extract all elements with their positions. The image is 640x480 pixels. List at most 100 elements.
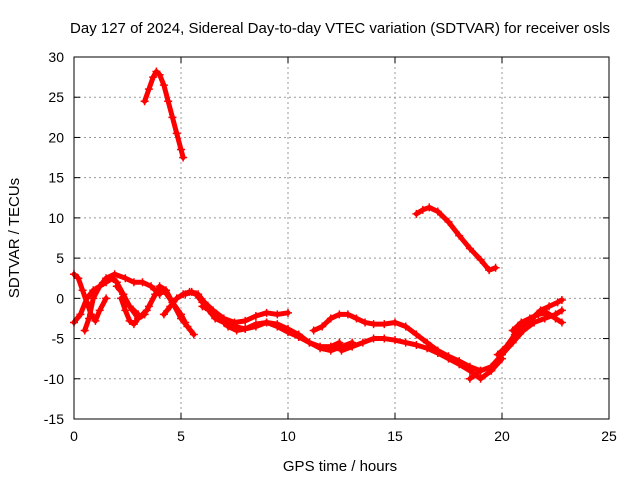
data-point bbox=[444, 354, 453, 363]
data-point bbox=[433, 207, 442, 216]
data-point bbox=[251, 320, 260, 329]
data-point bbox=[553, 298, 562, 307]
y-tick-label: 0 bbox=[56, 290, 64, 306]
data-point bbox=[557, 295, 566, 304]
data-point bbox=[232, 326, 241, 335]
data-point bbox=[502, 342, 511, 351]
data-point bbox=[273, 310, 282, 319]
data-point bbox=[391, 336, 399, 345]
data-point bbox=[138, 278, 147, 287]
data-point bbox=[121, 274, 130, 283]
data-point bbox=[425, 203, 434, 212]
data-point bbox=[284, 328, 292, 337]
data-point bbox=[215, 314, 224, 323]
data-point bbox=[177, 145, 185, 154]
data-point bbox=[149, 73, 158, 82]
data-point bbox=[89, 294, 98, 303]
y-tick-label: -15 bbox=[44, 411, 64, 427]
data-point bbox=[102, 274, 111, 283]
data-point bbox=[380, 320, 389, 329]
data-point bbox=[140, 310, 149, 319]
data-point bbox=[476, 374, 485, 383]
data-point bbox=[119, 290, 128, 299]
data-point bbox=[401, 338, 410, 347]
data-point bbox=[444, 217, 453, 226]
y-tick-label: 5 bbox=[56, 250, 64, 266]
data-point bbox=[361, 318, 370, 327]
y-tick-label: 10 bbox=[48, 210, 64, 226]
x-tick-label: 15 bbox=[387, 428, 403, 444]
data-point bbox=[230, 318, 239, 327]
data-point bbox=[358, 338, 367, 347]
axes: 0 5 10 15 20 25 -15 -10 -5 0 5 10 15 20 25 30 bbox=[44, 49, 617, 444]
y-tick-label: 15 bbox=[48, 170, 64, 186]
data-point bbox=[476, 366, 485, 375]
series-arc-high-1 bbox=[140, 67, 188, 162]
data-point bbox=[262, 308, 271, 317]
data-point bbox=[91, 316, 100, 325]
x-tick-label: 5 bbox=[177, 428, 185, 444]
data-point bbox=[251, 312, 260, 321]
data-point bbox=[491, 263, 500, 272]
data-point bbox=[348, 342, 357, 351]
data-point bbox=[179, 153, 188, 162]
data-point bbox=[369, 334, 378, 343]
data-point bbox=[110, 270, 119, 279]
data-point bbox=[129, 278, 138, 287]
data-point bbox=[465, 366, 474, 375]
data-point bbox=[155, 282, 164, 291]
y-tick-label: 30 bbox=[48, 49, 64, 65]
data-point bbox=[172, 294, 181, 303]
data-point bbox=[476, 255, 485, 264]
data-point bbox=[162, 286, 171, 295]
y-tick-label: -10 bbox=[44, 371, 64, 387]
data-point bbox=[125, 302, 134, 311]
data-point bbox=[142, 306, 151, 315]
data-point bbox=[545, 302, 554, 311]
data-point bbox=[164, 97, 173, 106]
data-point bbox=[423, 344, 432, 353]
y-tick-label: 20 bbox=[48, 129, 64, 145]
data-point bbox=[284, 308, 292, 317]
series-arc-n bbox=[508, 308, 566, 335]
data-point bbox=[418, 205, 427, 214]
series-arc-i bbox=[198, 302, 344, 351]
data-point bbox=[181, 290, 190, 299]
series-arc-high-2 bbox=[412, 203, 500, 275]
data-point bbox=[144, 85, 153, 94]
data-point bbox=[159, 310, 168, 319]
data-point bbox=[168, 113, 177, 122]
data-point bbox=[551, 314, 560, 323]
plot-frame bbox=[73, 56, 610, 420]
data-point bbox=[121, 306, 130, 315]
y-tick-label: -5 bbox=[52, 331, 65, 347]
data-series bbox=[70, 67, 566, 383]
series-line bbox=[413, 204, 499, 273]
data-point bbox=[335, 338, 344, 347]
grid bbox=[74, 57, 609, 419]
data-point bbox=[74, 274, 83, 283]
data-point bbox=[134, 314, 143, 323]
data-point bbox=[159, 81, 168, 90]
data-point bbox=[412, 330, 421, 339]
data-point bbox=[557, 318, 566, 327]
x-tick-label: 20 bbox=[494, 428, 510, 444]
data-point bbox=[76, 310, 85, 319]
y-tick-label: 25 bbox=[48, 89, 64, 105]
data-point bbox=[540, 314, 549, 323]
data-point bbox=[487, 362, 496, 371]
data-point bbox=[318, 322, 327, 331]
data-point bbox=[140, 97, 149, 106]
x-tick-label: 0 bbox=[70, 428, 78, 444]
data-point bbox=[183, 322, 192, 331]
series-arc-e bbox=[117, 294, 149, 329]
data-point bbox=[508, 326, 517, 335]
data-point bbox=[335, 310, 344, 319]
data-point bbox=[147, 282, 156, 291]
data-point bbox=[525, 314, 534, 323]
data-point bbox=[151, 290, 160, 299]
series-arc-f bbox=[144, 282, 198, 339]
data-point bbox=[78, 286, 87, 295]
data-point bbox=[273, 322, 282, 331]
